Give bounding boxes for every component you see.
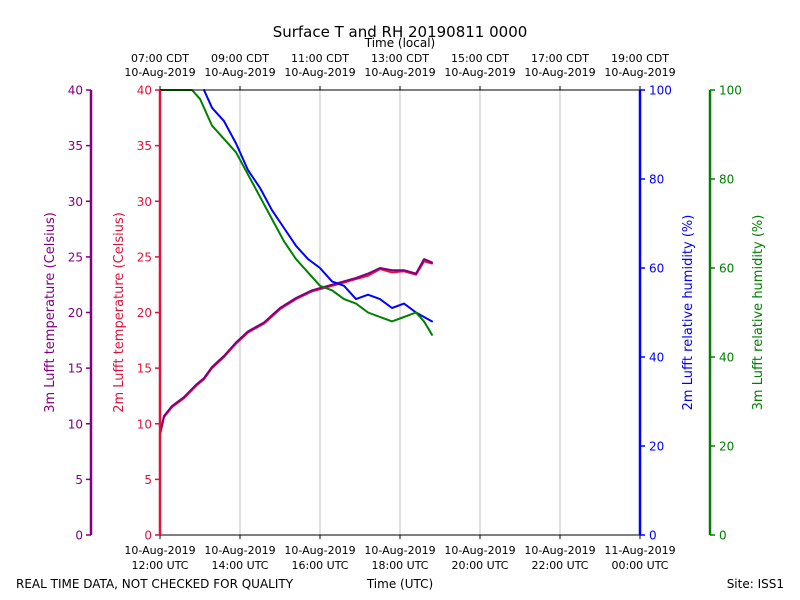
top-tick-date-3: 10-Aug-2019 [364, 66, 435, 79]
top-tick-date-5: 10-Aug-2019 [524, 66, 595, 79]
bottom-tick-date-0: 10-Aug-2019 [124, 544, 195, 557]
site-label: Site: ISS1 [727, 577, 784, 591]
t3m-tick-label-5: 25 [68, 250, 83, 264]
bottom-tick-date-5: 10-Aug-2019 [524, 544, 595, 557]
top-tick-date-4: 10-Aug-2019 [444, 66, 515, 79]
bottom-tick-time-3: 18:00 UTC [371, 559, 428, 572]
t2m-tick-label-5: 25 [137, 250, 152, 264]
top-tick-date-1: 10-Aug-2019 [204, 66, 275, 79]
t3m-tick-label-1: 5 [75, 473, 83, 487]
t3m-tick-label-2: 10 [68, 417, 83, 431]
top-tick-time-1: 09:00 CDT [211, 52, 269, 65]
rh2m-tick-label-3: 60 [649, 262, 664, 276]
series-line-t2m [159, 260, 433, 436]
t2m-tick-label-8: 40 [137, 84, 152, 98]
top-tick-time-5: 17:00 CDT [531, 52, 589, 65]
t2m-tick-label-2: 10 [137, 417, 152, 431]
bottom-tick-time-5: 22:00 UTC [531, 559, 588, 572]
top-tick-date-2: 10-Aug-2019 [284, 66, 355, 79]
top-tick-time-3: 13:00 CDT [371, 52, 429, 65]
bottom-tick-date-2: 10-Aug-2019 [284, 544, 355, 557]
top-tick-time-4: 15:00 CDT [451, 52, 509, 65]
bottom-tick-date-3: 10-Aug-2019 [364, 544, 435, 557]
grid-lines [159, 90, 641, 535]
t2m-tick-label-1: 5 [144, 473, 152, 487]
bottom-tick-date-6: 11-Aug-2019 [604, 544, 675, 557]
series-line-rh3m [159, 89, 433, 336]
axes-layer: 10-Aug-2019 12:00 UTC 10-Aug-2019 14:00 UTC… [43, 52, 766, 572]
rh2m-tick-label-1: 20 [649, 440, 664, 454]
rh3m-tick-label-3: 60 [719, 262, 734, 276]
rh2m-tick-label-4: 80 [649, 173, 664, 187]
t3m-tick-label-8: 40 [68, 84, 83, 98]
t3m-tick-label-6: 30 [68, 195, 83, 209]
rh2m-tick-label-0: 0 [649, 529, 657, 543]
quality-disclaimer: REAL TIME DATA, NOT CHECKED FOR QUALITY [16, 577, 294, 591]
t2m-tick-label-6: 30 [137, 195, 152, 209]
t3m-axis-label: 3m Lufft temperature (Celsius) [43, 212, 58, 413]
t3m-tick-label-7: 35 [68, 139, 83, 153]
rh2m-tick-label-5: 100 [649, 84, 672, 98]
rh3m-tick-label-2: 40 [719, 351, 734, 365]
top-tick-time-0: 07:00 CDT [131, 52, 189, 65]
t2m-tick-label-7: 35 [137, 139, 152, 153]
rh3m-tick-label-0: 0 [719, 529, 727, 543]
series-line-t3m [159, 258, 433, 434]
t2m-tick-label-3: 15 [137, 362, 152, 376]
series-layer [159, 89, 433, 436]
bottom-tick-date-1: 10-Aug-2019 [204, 544, 275, 557]
x-axis-label: Time (UTC) [366, 577, 433, 591]
t3m-tick-label-4: 20 [68, 306, 83, 320]
t3m-tick-label-3: 15 [68, 362, 83, 376]
bottom-tick-time-2: 16:00 UTC [291, 559, 348, 572]
top-axis-label: Time (local) [364, 36, 436, 50]
bottom-tick-time-1: 14:00 UTC [211, 559, 268, 572]
rh3m-axis-label: 3m Lufft relative humidity (%) [751, 215, 766, 411]
t2m-tick-label-0: 0 [144, 529, 152, 543]
rh2m-axis-label: 2m Lufft relative humidity (%) [681, 215, 696, 411]
top-tick-date-0: 10-Aug-2019 [124, 66, 195, 79]
bottom-tick-date-4: 10-Aug-2019 [444, 544, 515, 557]
t3m-tick-label-0: 0 [75, 529, 83, 543]
bottom-tick-time-0: 12:00 UTC [131, 559, 188, 572]
t2m-tick-label-4: 20 [137, 306, 152, 320]
top-tick-time-6: 19:00 CDT [611, 52, 669, 65]
series-line-rh2m [203, 89, 433, 323]
bottom-tick-time-4: 20:00 UTC [451, 559, 508, 572]
rh3m-tick-label-1: 20 [719, 440, 734, 454]
rh2m-tick-label-2: 40 [649, 351, 664, 365]
top-tick-date-6: 10-Aug-2019 [604, 66, 675, 79]
t2m-axis-label: 2m Lufft temperature (Celsius) [112, 212, 127, 413]
top-tick-time-2: 11:00 CDT [291, 52, 349, 65]
rh3m-tick-label-5: 100 [719, 84, 742, 98]
bottom-tick-time-6: 00:00 UTC [611, 559, 668, 572]
chart-title: Surface T and RH 20190811 0000 [273, 23, 528, 41]
rh3m-tick-label-4: 80 [719, 173, 734, 187]
